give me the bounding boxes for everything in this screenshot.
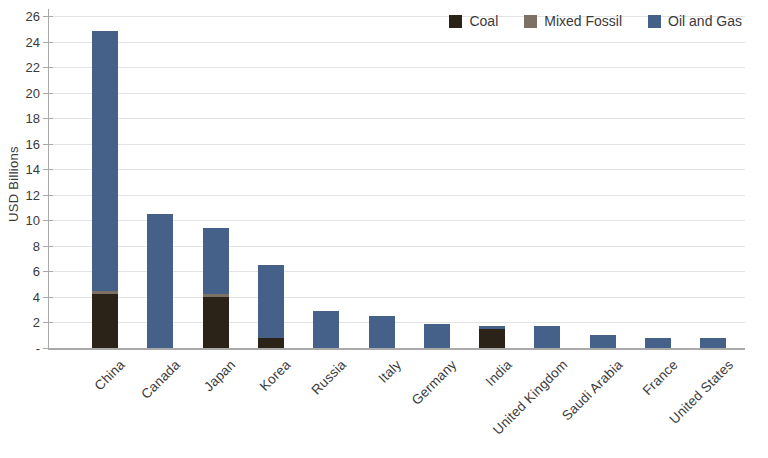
legend-label: Mixed Fossil [544, 13, 622, 29]
y-tick-label-26: 26 [10, 10, 40, 23]
bar-korea-oil-and-gas [258, 265, 284, 338]
y-tick-label-10: 10 [10, 214, 40, 227]
y-axis-title: USD Billions [6, 146, 21, 222]
y-tick-label-2: 2 [10, 316, 40, 329]
x-label-japan: Japan [201, 357, 238, 394]
y-tick-label-12: 12 [10, 189, 40, 202]
bar-russia-oil-and-gas [313, 311, 339, 348]
bar-korea-coal [258, 338, 284, 348]
bar-japan-mixed-fossil [203, 294, 229, 297]
bar-china-oil-and-gas [92, 31, 118, 290]
x-label-italy: Italy [375, 357, 404, 386]
y-tick-label-24: 24 [10, 36, 40, 49]
bar-canada-oil-and-gas [147, 214, 173, 348]
legend-item-coal: Coal [449, 13, 498, 29]
y-tick-label-0: - [10, 342, 40, 355]
y-tick-label-14: 14 [10, 163, 40, 176]
y-tick-label-22: 22 [10, 61, 40, 74]
gridline-16 [48, 144, 745, 145]
legend-label: Coal [469, 13, 498, 29]
x-label-germany: Germany [409, 357, 460, 408]
legend-swatch-icon [648, 15, 661, 28]
x-label-india: India [483, 357, 515, 389]
legend-item-mixed-fossil: Mixed Fossil [524, 13, 622, 29]
legend-swatch-icon [449, 15, 462, 28]
x-axis-line [48, 348, 745, 350]
gridline-12 [48, 195, 745, 196]
legend-swatch-icon [524, 15, 537, 28]
bar-italy-oil-and-gas [369, 316, 395, 348]
legend-label: Oil and Gas [668, 13, 742, 29]
gridline-22 [48, 67, 745, 68]
y-tick-label-16: 16 [10, 138, 40, 151]
y-axis-line [48, 9, 49, 350]
y-tick-label-4: 4 [10, 291, 40, 304]
x-label-france: France [639, 357, 680, 398]
bar-france-oil-and-gas [645, 338, 671, 348]
y-tick-label-8: 8 [10, 240, 40, 253]
gridline-14 [48, 169, 745, 170]
bar-saudi-arabia-oil-and-gas [590, 335, 616, 348]
x-label-china: China [91, 357, 127, 393]
y-tick-label-20: 20 [10, 87, 40, 100]
x-label-russia: Russia [308, 357, 349, 398]
bar-india-oil-and-gas [479, 326, 505, 329]
gridline-20 [48, 93, 745, 94]
gridline-18 [48, 118, 745, 119]
bar-china-mixed-fossil [92, 291, 118, 295]
bar-japan-coal [203, 297, 229, 348]
bar-china-coal [92, 294, 118, 348]
stacked-bar-chart: USD Billions -2468101214161820222426Chin… [0, 0, 768, 458]
y-tick-label-18: 18 [10, 112, 40, 125]
legend: Coal Mixed Fossil Oil and Gas [449, 13, 742, 29]
y-tick-label-6: 6 [10, 265, 40, 278]
bar-united-states-oil-and-gas [700, 338, 726, 348]
bar-japan-oil-and-gas [203, 228, 229, 294]
bar-germany-oil-and-gas [424, 324, 450, 348]
legend-item-oil-and-gas: Oil and Gas [648, 13, 742, 29]
x-label-canada: Canada [138, 357, 183, 402]
x-label-korea: Korea [257, 357, 294, 394]
bar-united-kingdom-oil-and-gas [534, 326, 560, 348]
gridline-24 [48, 42, 745, 43]
bar-india-coal [479, 329, 505, 348]
